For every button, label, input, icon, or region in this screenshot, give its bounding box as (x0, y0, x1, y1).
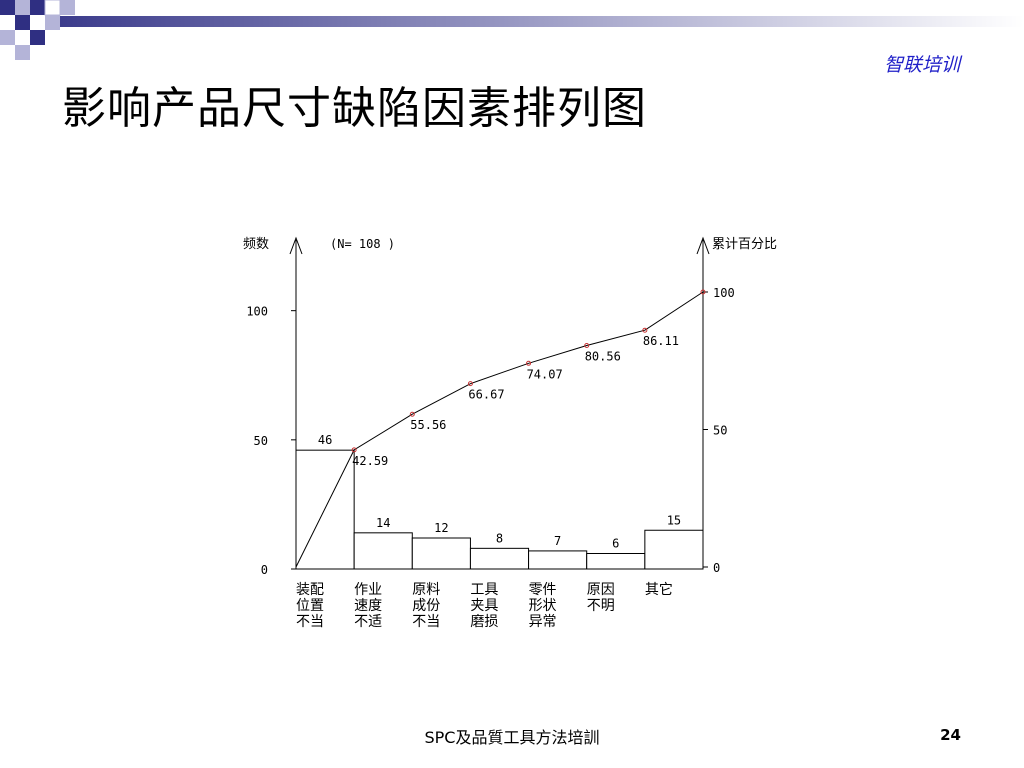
category-label: 不明 (587, 598, 615, 614)
bar-value-label: 6 (612, 537, 619, 551)
pareto-bar (411, 537, 471, 570)
right-tick-label: 0 (713, 561, 720, 575)
cumulative-point (351, 447, 357, 453)
bar-value-label: 46 (318, 433, 332, 447)
brand-label: 智联培训 (883, 54, 960, 76)
category-label: 工具 (470, 582, 498, 598)
cumulative-point (467, 381, 473, 387)
page-number: 24 (940, 726, 961, 744)
right-axis-arrow (696, 236, 710, 255)
cumulative-value-label: 42.59 (352, 454, 388, 468)
bar-value-label: 14 (376, 516, 390, 530)
cumulative-value-label: 55.56 (410, 418, 446, 432)
deco-square (45, 15, 60, 30)
deco-square (15, 45, 30, 60)
category-label: 作业 (354, 582, 382, 598)
left-axis-title: 频数 (243, 237, 269, 252)
left-tick-label: 50 (254, 434, 268, 448)
cumulative-point (700, 289, 706, 295)
bar-value-label: 8 (496, 531, 503, 545)
right-tick-label: 100 (713, 286, 735, 300)
right-axis-title: 累计百分比 (712, 237, 777, 252)
chart-bars (295, 449, 704, 570)
chart-labels: 频数 累计百分比 (N= 108 ) 0 50 100 0 50 100 46 14 12 8 7 6 15 4… (243, 237, 777, 630)
category-label: 成份 (412, 598, 440, 614)
cumulative-line (295, 289, 706, 568)
footer-text: SPC及品質工具方法培訓 (424, 728, 600, 747)
cumulative-value-label: 86.11 (643, 334, 679, 348)
cumulative-point (584, 342, 590, 348)
cumulative-value-label: 66.67 (468, 388, 504, 402)
cumulative-point (526, 360, 532, 366)
category-label: 夹具 (470, 598, 498, 614)
deco-square (44, 0, 61, 16)
category-label: 其它 (645, 581, 673, 598)
bar-value-label: 12 (434, 521, 448, 535)
category-label: 异常 (529, 614, 557, 630)
category-label: 不当 (296, 614, 324, 630)
title-gradient-bar (60, 16, 1024, 27)
category-label: 原料 (412, 582, 440, 598)
category-label: 磨损 (470, 614, 498, 630)
category-label: 速度 (354, 598, 382, 614)
deco-square (30, 30, 45, 45)
title-decoration (0, 0, 1024, 60)
deco-square (0, 0, 15, 15)
left-tick-label: 0 (261, 563, 268, 577)
pareto-chart: 频数 累计百分比 (N= 108 ) 0 50 100 0 50 100 46 14 12 8 7 6 15 4… (243, 236, 777, 630)
deco-square (30, 0, 45, 15)
bar-value-label: 15 (667, 513, 681, 527)
cumulative-value-label: 74.07 (527, 367, 563, 381)
category-label: 不适 (354, 614, 382, 630)
category-label: 不当 (412, 614, 440, 630)
sample-size-label: (N= 108 ) (330, 237, 395, 251)
deco-square (0, 30, 15, 45)
cumulative-point (409, 411, 415, 417)
left-axis-arrow (289, 236, 303, 255)
category-label: 位置 (296, 598, 324, 614)
category-label: 装配 (296, 582, 324, 598)
cumulative-polyline (295, 291, 704, 568)
pareto-bar (353, 532, 413, 570)
cumulative-point (642, 327, 648, 333)
pareto-bar (469, 547, 530, 570)
deco-square (15, 0, 30, 15)
category-label: 原因 (587, 582, 615, 598)
cumulative-value-label: 80.56 (585, 349, 621, 363)
left-tick-label: 100 (246, 305, 268, 319)
category-label: 零件 (529, 582, 557, 598)
right-tick-label: 50 (713, 424, 727, 438)
category-label: 形状 (529, 598, 557, 614)
page-title: 影响产品尺寸缺陷因素排列图 (62, 83, 647, 134)
deco-square (15, 15, 30, 30)
bar-value-label: 7 (554, 534, 561, 548)
pareto-bar (586, 553, 646, 570)
deco-square (60, 0, 75, 15)
pareto-bar (528, 550, 588, 570)
pareto-bar (644, 529, 704, 570)
